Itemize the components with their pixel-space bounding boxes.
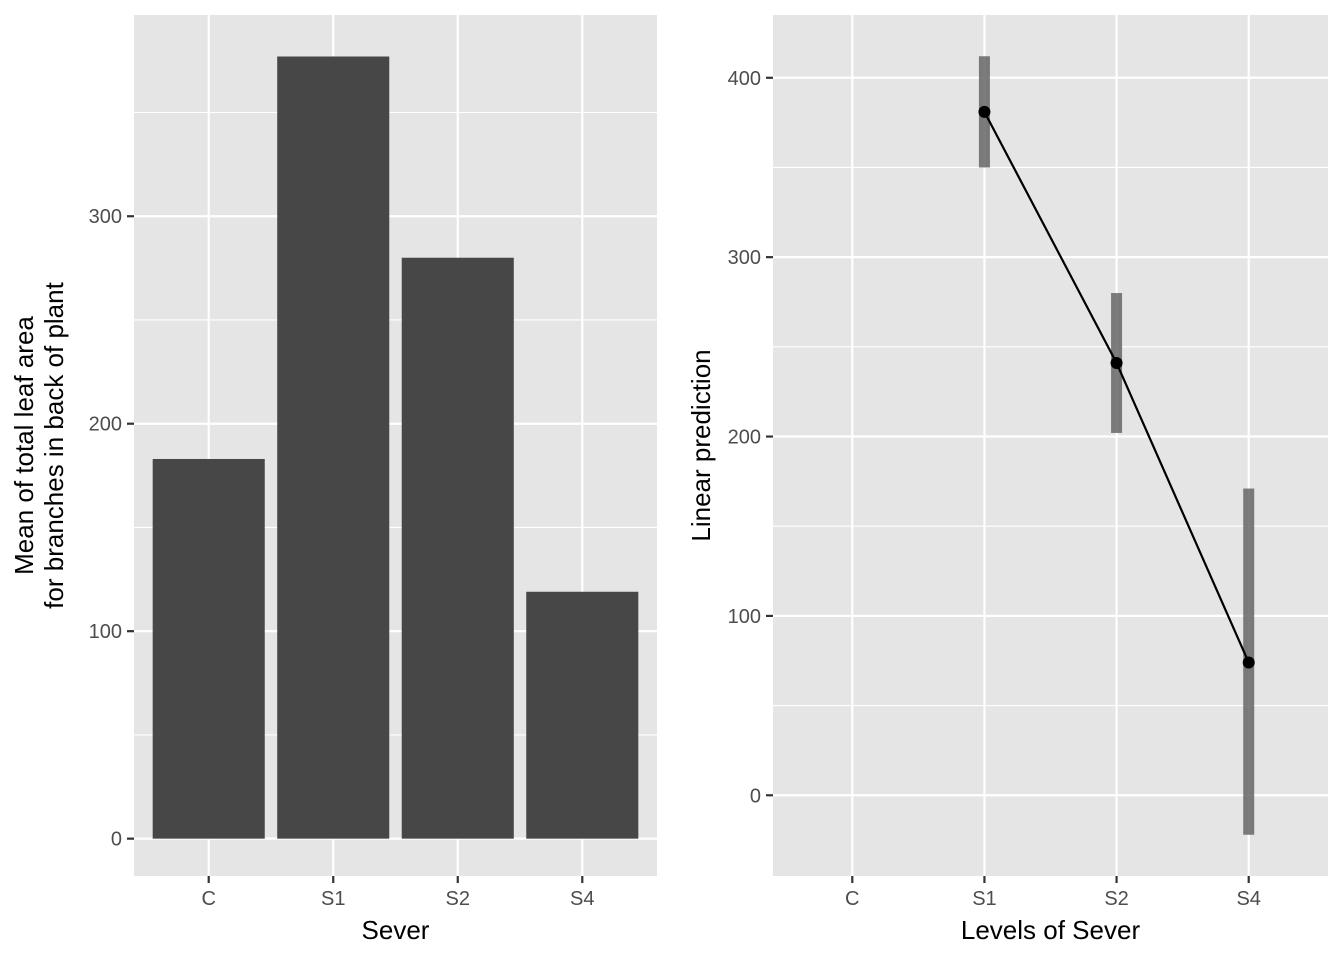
y-axis-title: Linear prediction	[686, 349, 716, 541]
x-tick-label: S4	[1236, 888, 1260, 910]
x-axis-title: Levels of Sever	[961, 915, 1141, 945]
y-tick-label: 0	[750, 785, 761, 807]
y-tick-label: 200	[728, 427, 761, 449]
y-axis-title-line: Mean of total leaf area	[9, 316, 39, 575]
panel-background	[773, 15, 1328, 876]
x-tick-label: S2	[1104, 888, 1128, 910]
x-tick-label: C	[201, 888, 215, 910]
y-axis-title-line: for branches in back of plant	[39, 281, 69, 608]
prediction-point-S4	[1242, 656, 1255, 669]
x-tick-label: C	[845, 888, 859, 910]
y-tick-label: 0	[111, 829, 122, 851]
prediction-point-S2	[1110, 356, 1123, 369]
bar-S4	[526, 591, 639, 839]
y-axis-title-line: Linear prediction	[686, 349, 716, 541]
x-tick-label: S2	[446, 888, 470, 910]
y-tick-label: 100	[89, 621, 122, 643]
y-axis-title: Mean of total leaf areafor branches in b…	[9, 281, 69, 608]
bar-chart-panel: 0 100 200 300 C S1 S2 S4 Sever Mean of total leaf…	[9, 15, 657, 945]
prediction-chart-panel: 0 100 200 300 400 C S1 S2 S4 Levels of Sever Linea…	[686, 15, 1328, 945]
bar-S1	[277, 56, 390, 839]
bar-S2	[401, 257, 514, 839]
x-tick-label: S4	[570, 888, 594, 910]
y-tick-label: 200	[89, 414, 122, 436]
x-tick-label: S1	[321, 888, 345, 910]
y-tick-label: 400	[728, 68, 761, 90]
bar-C	[152, 458, 265, 839]
x-tick-label: S1	[972, 888, 996, 910]
y-tick-label: 300	[89, 206, 122, 228]
prediction-point-S1	[978, 105, 991, 118]
y-tick-label: 300	[728, 247, 761, 269]
y-tick-label: 100	[728, 606, 761, 628]
x-axis-title: Sever	[362, 915, 430, 945]
